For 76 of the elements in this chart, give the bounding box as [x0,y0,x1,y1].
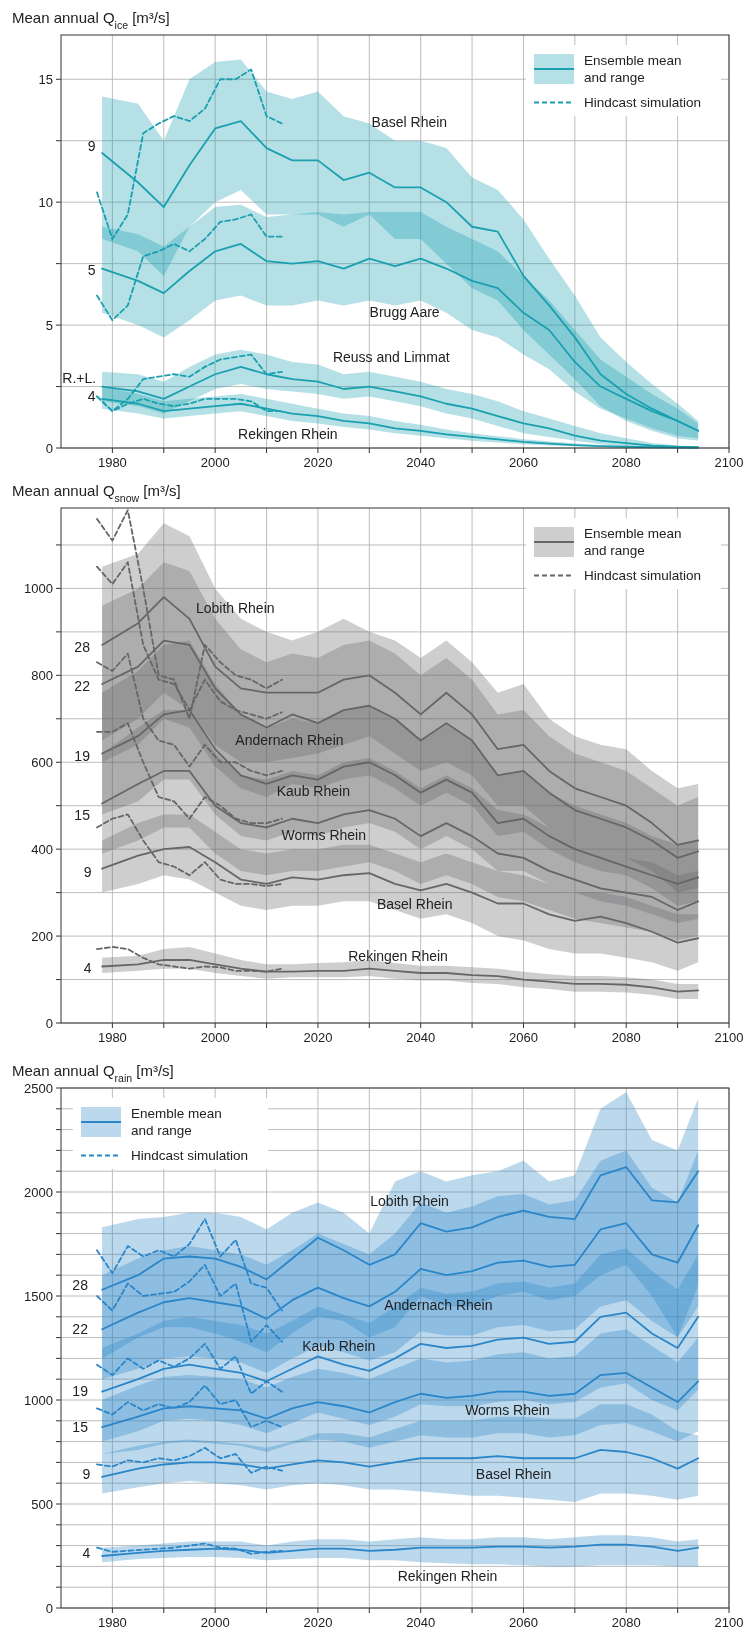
x-tick-label: 2000 [200,455,230,470]
x-tick-label: 2060 [509,1030,538,1045]
annotation: Worms Rhein [465,1402,550,1419]
legend-label: Ensemble mean and range [584,52,682,85]
annotation: Rekingen Rhein [397,1567,498,1584]
annotation: 28 [74,639,91,656]
annotation: Rekingen Rhein [238,425,338,442]
x-tick-label: 2020 [303,1615,333,1630]
x-tick-label: 1980 [97,455,127,470]
y-axis-title: Mean annual Q$_{ice}$ [m³/s] [12,9,170,31]
y-tick-label: 0 [45,1600,53,1616]
x-tick-label: 2100 [714,1030,744,1045]
x-tick-label: 2060 [509,455,538,470]
y-tick-label: 200 [31,928,53,944]
annotation: 5 [87,262,96,279]
annotation: 28 [72,1276,89,1293]
y-tick-label: 1000 [24,1392,53,1408]
annotation: Basel Rhein [371,113,448,130]
x-tick-label: 1980 [97,1030,127,1045]
legend-label: Hindcast simulation [584,567,702,583]
y-tick-label: 800 [31,667,53,683]
annotation: 4 [83,959,92,976]
x-tick-label: 2000 [200,1030,230,1045]
annotation: Andernach Rhein [384,1297,493,1314]
x-tick-label: 2020 [303,455,333,470]
x-tick-label: 2060 [509,1615,538,1630]
y-tick-label: 5 [45,317,53,333]
y-tick-label: 400 [31,841,53,857]
legend-label: Hindcast simulation [131,1147,249,1163]
y-tick-label: 10 [38,194,53,210]
y-tick-label: 0 [45,1015,53,1031]
annotation: 19 [72,1383,89,1400]
annotation: 4 [87,388,96,405]
legend-label: Ensemble mean and range [584,525,682,558]
x-tick-label: 2040 [406,455,436,470]
x-tick-label: 2100 [714,455,744,470]
x-tick-label: 1980 [97,1615,127,1630]
annotation: Basel Rhein [376,895,453,912]
annotation: 22 [74,678,91,695]
annotation: Worms Rhein [281,826,366,843]
x-tick-label: 2080 [611,1030,641,1045]
annotation: Basel Rhein [475,1465,552,1482]
annotation: 9 [87,138,96,155]
annotation: Lobith Rhein [195,600,275,617]
legend-label: Hindcast simulation [584,94,702,110]
x-tick-label: 2020 [303,1030,333,1045]
y-tick-label: 600 [31,754,53,770]
annotation: 15 [72,1418,89,1435]
x-tick-label: 2040 [406,1030,436,1045]
annotation: 4 [82,1544,91,1561]
annotation: 19 [74,747,91,764]
annotation: Kaub Rhein [302,1338,376,1355]
annotation: Rekingen Rhein [348,947,448,964]
annotation: Kaub Rhein [276,783,350,800]
annotation: Reuss and Limmat [332,349,450,366]
annotation: Lobith Rhein [370,1193,449,1210]
x-tick-label: 2080 [611,455,641,470]
annotation: 22 [72,1320,89,1337]
x-tick-label: 2100 [714,1615,744,1630]
annotation: R.+L. [62,369,97,386]
annotation: 9 [83,864,92,881]
y-tick-label: 500 [31,1496,53,1512]
x-tick-label: 2080 [611,1615,641,1630]
x-tick-label: 2000 [200,1615,230,1630]
annotation: 9 [82,1465,91,1482]
annotation: Brugg Aare [369,303,440,320]
annotation: Andernach Rhein [235,732,344,749]
y-tick-label: 0 [45,440,53,456]
y-tick-label: 1000 [24,580,53,596]
x-tick-label: 2040 [406,1615,436,1630]
annotation: 15 [74,806,91,823]
legend-label: Enemble mean and range [131,1105,222,1138]
y-axis-title: Mean annual Q$_{snow}$ [m³/s] [12,482,181,504]
y-tick-label: 2000 [24,1184,53,1200]
y-tick-label: 1500 [24,1288,53,1304]
y-tick-label: 15 [38,71,53,87]
